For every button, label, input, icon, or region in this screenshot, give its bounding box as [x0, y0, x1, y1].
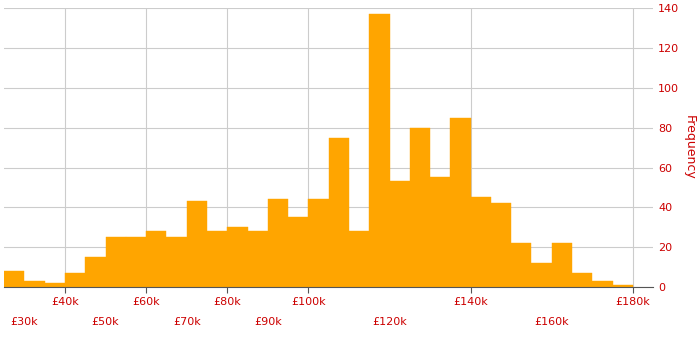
Bar — [146, 231, 167, 287]
Bar — [106, 237, 126, 287]
Bar — [450, 118, 470, 287]
Bar — [4, 271, 25, 287]
Bar — [349, 231, 369, 287]
Bar — [612, 285, 633, 287]
Bar — [268, 199, 288, 287]
Bar — [410, 128, 430, 287]
Bar — [592, 281, 612, 287]
Bar — [228, 227, 248, 287]
Bar — [389, 181, 410, 287]
Bar — [45, 283, 65, 287]
Bar — [552, 243, 572, 287]
Bar — [167, 237, 187, 287]
Bar — [187, 201, 207, 287]
Bar — [65, 273, 85, 287]
Bar — [288, 217, 309, 287]
Bar — [207, 231, 228, 287]
Bar — [369, 14, 389, 287]
Bar — [430, 177, 450, 287]
Bar — [511, 243, 531, 287]
Bar — [309, 199, 329, 287]
Bar — [491, 203, 511, 287]
Bar — [25, 281, 45, 287]
Bar — [329, 138, 349, 287]
Bar — [531, 263, 552, 287]
Y-axis label: Frequency: Frequency — [682, 115, 696, 180]
Bar — [470, 197, 491, 287]
Bar — [126, 237, 146, 287]
Bar — [248, 231, 268, 287]
Bar — [572, 273, 592, 287]
Bar — [85, 257, 106, 287]
